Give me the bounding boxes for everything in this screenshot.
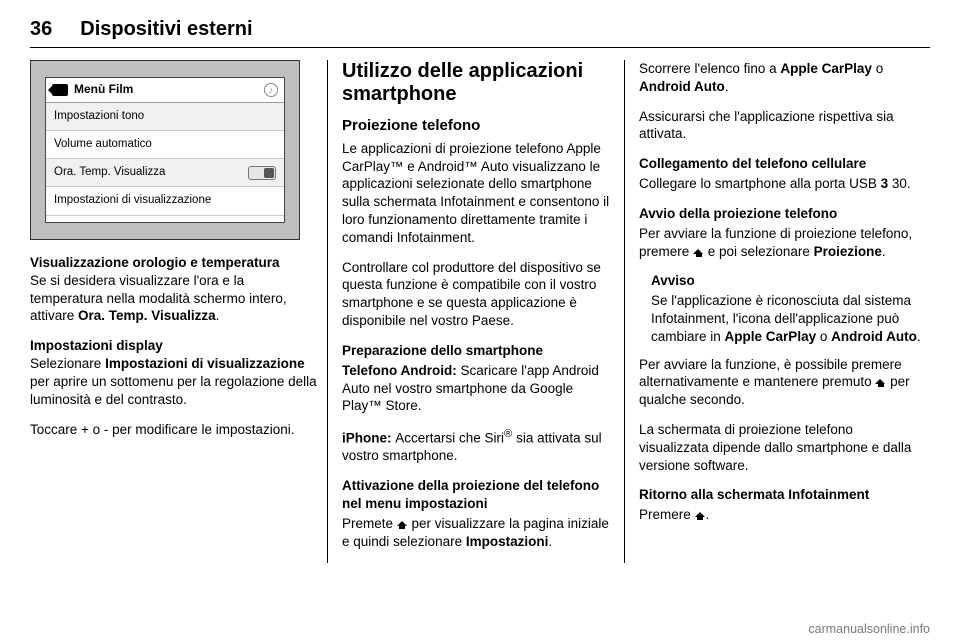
heading-start: Avvio della proiezione telefono — [639, 205, 921, 223]
heading-activate: Attivazione della proiezione del telefon… — [342, 477, 614, 513]
note-label: Avviso — [651, 272, 921, 290]
text: . — [548, 534, 552, 549]
text: Per avviare la funzione, è possibile pre… — [639, 357, 902, 390]
heading-prep: Preparazione dello smartphone — [342, 342, 614, 360]
note-icon: ♪ — [264, 83, 278, 97]
text-bold: Apple CarPlay — [725, 329, 817, 344]
text-bold: Apple CarPlay — [780, 61, 872, 76]
screenshot-titlebar: Menù Film ♪ — [46, 78, 284, 103]
text: per aprire un sotto­menu per la regolazi… — [30, 374, 317, 407]
chapter-title: Dispositivi esterni — [80, 18, 252, 41]
section-time-temp: Visualizzazione orologio e temperatura S… — [30, 254, 317, 325]
text-bold: Impostazioni — [466, 534, 549, 549]
text: Selezionare — [30, 356, 105, 371]
back-icon — [52, 84, 68, 96]
text: Collegare lo smartphone alla porta USB — [639, 176, 881, 191]
text-bold: Proiezione — [814, 244, 882, 259]
para-start: Per avviare la funzione di proiezione te… — [639, 225, 921, 261]
text: o — [816, 329, 831, 344]
menu-row: Impostazioni tono — [46, 103, 284, 131]
text: Controllare col produttore del dispo­sit… — [342, 259, 614, 330]
screenshot-title: Menù Film — [74, 82, 264, 98]
text: Assicurarsi che l'applicazione rispet­ti… — [639, 108, 921, 144]
para-return: Premere . — [639, 506, 921, 524]
page-header: 36 Dispositivi esterni — [30, 18, 930, 41]
toggle-icon — [248, 166, 276, 180]
home-icon — [693, 246, 704, 257]
text: . — [917, 329, 921, 344]
para-android: Telefono Android: Scaricare l'app Androi… — [342, 362, 614, 415]
para-alt: Per avviare la funzione, è possibile pre… — [639, 356, 921, 409]
home-icon — [397, 518, 408, 529]
column-2: Utilizzo delle applicazioni smartphone P… — [327, 60, 624, 563]
note-box: Avviso Se l'applicazione è riconosciuta … — [651, 272, 921, 345]
text: Le applicazioni di proiezione telefono A… — [342, 140, 614, 247]
text: . — [216, 308, 220, 323]
heading-apps: Utilizzo delle applicazioni smartphone — [342, 60, 614, 106]
header-divider — [30, 47, 930, 48]
column-3: Scorrere l'elenco fino a Apple CarPlay o… — [624, 60, 921, 563]
text: . — [725, 79, 729, 94]
heading-projection: Proiezione telefono — [342, 116, 614, 136]
page-number: 36 — [30, 18, 52, 41]
heading-return: Ritorno alla schermata Infotainment — [639, 486, 921, 504]
menu-row-label: Impostazioni tono — [54, 109, 144, 124]
text: La schermata di proiezione telefono visu… — [639, 421, 921, 474]
home-icon — [695, 509, 706, 520]
page: 36 Dispositivi esterni Menù Film ♪ Impos… — [0, 0, 960, 563]
text-bold: iPhone: — [342, 431, 395, 446]
screenshot-panel: Menù Film ♪ Impostazioni tono Volume aut… — [45, 77, 285, 223]
footer-watermark: carmanualsonline.info — [808, 622, 930, 636]
para-scroll: Scorrere l'elenco fino a Apple CarPlay o… — [639, 60, 921, 96]
text: . — [706, 507, 710, 522]
text: Accertarsi che Siri — [395, 431, 504, 446]
menu-row: Volume automatico — [46, 131, 284, 159]
text-bold: Telefono Android: — [342, 363, 460, 378]
text: 30. — [888, 176, 911, 191]
menu-row-label: Impostazioni di visualizzazione — [54, 193, 211, 208]
menu-row: Impostazioni di visualizzazione — [46, 187, 284, 215]
menu-screenshot: Menù Film ♪ Impostazioni tono Volume aut… — [30, 60, 300, 240]
column-1: Menù Film ♪ Impostazioni tono Volume aut… — [30, 60, 327, 563]
text: Premere — [639, 507, 695, 522]
text: Premete — [342, 516, 397, 531]
text-bold: Android Auto — [639, 79, 725, 94]
menu-row-label: Ora. Temp. Visualizza — [54, 165, 165, 180]
text: Scorrere l'elenco fino a — [639, 61, 780, 76]
para-connect: Collegare lo smartphone alla porta USB 3… — [639, 175, 921, 193]
para-iphone: iPhone: Accertarsi che Siri® sia atti­va… — [342, 427, 614, 465]
text: . — [882, 244, 886, 259]
menu-row-label: Volume automatico — [54, 137, 152, 152]
columns-container: Menù Film ♪ Impostazioni tono Volume aut… — [30, 60, 930, 563]
text-bold: Impostazioni di visualizzazione — [105, 356, 305, 371]
menu-row: Ora. Temp. Visualizza — [46, 159, 284, 187]
text-bold: Android Auto — [831, 329, 917, 344]
section-display: Impostazioni display Selezionare Imposta… — [30, 337, 317, 408]
heading-connect: Collegamento del telefono cellulare — [639, 155, 921, 173]
text-bold: Ora. Temp. Visualizza — [78, 308, 216, 323]
text: Toccare + o - per modificare le impo­sta… — [30, 421, 317, 439]
text: o — [872, 61, 883, 76]
heading-display: Impostazioni display — [30, 337, 317, 355]
heading-time-temp: Visualizzazione orologio e temperatura — [30, 254, 317, 272]
text: e poi selezio­nare — [704, 244, 814, 259]
para-activate: Premete per visualizzare la pagina inizi… — [342, 515, 614, 551]
home-icon — [875, 376, 886, 387]
